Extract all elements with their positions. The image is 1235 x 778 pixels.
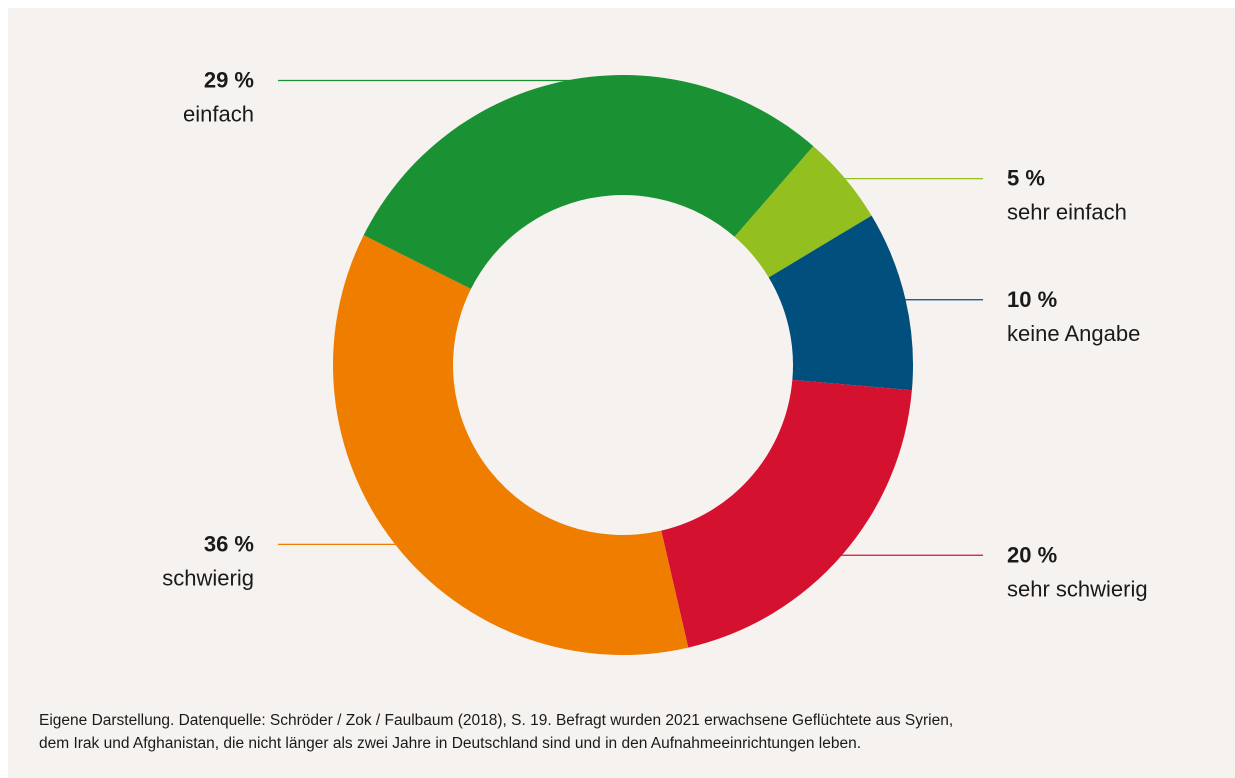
slice-labels: 5 % sehr einfach 10 % keine Angabe 20 % sehr … <box>162 68 1147 602</box>
leader-lines <box>278 79 983 556</box>
value-label-schwierig: 36 % <box>204 531 254 556</box>
value-label-einfach: 29 % <box>204 68 254 93</box>
category-label-einfach: einfach <box>183 102 254 127</box>
value-label-sehr-einfach: 5 % <box>1007 166 1045 191</box>
category-label-keine-angabe: keine Angabe <box>1007 321 1140 346</box>
slice-schwierig <box>332 235 689 655</box>
slice-einfach <box>363 75 814 289</box>
slice-keine-angabe <box>768 215 913 391</box>
value-label-sehr-schwierig: 20 % <box>1007 542 1057 567</box>
donut-slices <box>332 75 913 655</box>
slice-sehr-einfach <box>734 146 872 278</box>
category-label-schwierig: schwierig <box>162 565 254 590</box>
category-label-sehr-schwierig: sehr schwierig <box>1007 576 1148 601</box>
caption-line-2: dem Irak und Afghanistan, die nicht läng… <box>39 735 862 752</box>
value-label-keine-angabe: 10 % <box>1007 287 1057 312</box>
category-label-sehr-einfach: sehr einfach <box>1007 200 1127 225</box>
source-caption: Eigene Darstellung. Datenquelle: Schröde… <box>39 709 1209 755</box>
slice-sehr-schwierig <box>661 379 912 648</box>
caption-line-1: Eigene Darstellung. Datenquelle: Schröde… <box>39 712 954 729</box>
